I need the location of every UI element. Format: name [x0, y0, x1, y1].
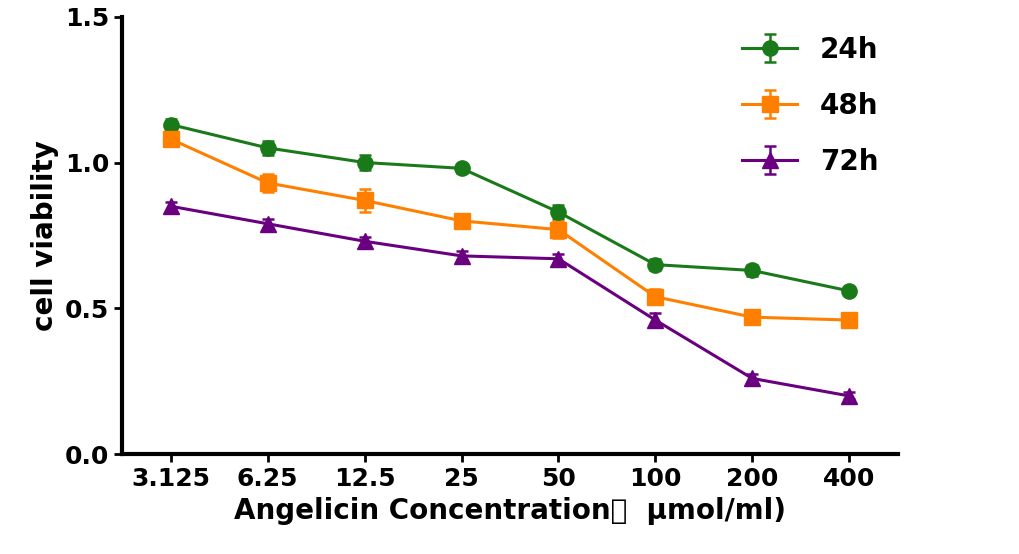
Legend: 24h, 48h, 72h: 24h, 48h, 72h [730, 25, 889, 187]
Y-axis label: cell viability: cell viability [32, 140, 59, 331]
X-axis label: Angelicin Concentration（  μmol/ml): Angelicin Concentration（ μmol/ml) [233, 497, 786, 525]
